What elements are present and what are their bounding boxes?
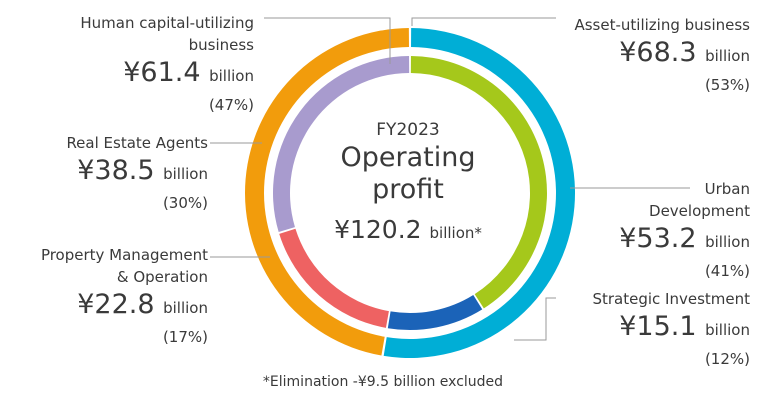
label-strategic-unit: billion	[705, 321, 750, 339]
label-realestate-name: Real Estate Agents	[66, 134, 208, 152]
inner-segment-real-estate-agents	[273, 56, 410, 233]
label-human-name-2: business	[188, 36, 254, 54]
label-strategic-share: (12%)	[704, 350, 750, 368]
label-human-name-1: Human capital-utilizing	[80, 14, 254, 32]
label-asset: Asset-utilizing business ¥68.3 billion (…	[574, 14, 750, 97]
outer-segment-human-capital-utilizing-business	[245, 28, 409, 356]
leader-human	[264, 17, 391, 64]
label-strategic: Strategic Investment ¥15.1 billion (12%)	[592, 288, 750, 371]
inner-segment-urban-development	[410, 56, 547, 309]
label-pm-number: ¥22.8	[77, 289, 155, 320]
label-strategic-number: ¥15.1	[619, 311, 697, 342]
center-value-unit: billion*	[429, 224, 482, 242]
center-title-line2: profit	[372, 174, 444, 205]
label-human-share: (47%)	[208, 96, 254, 114]
center-value: ¥120.2 billion*	[308, 210, 508, 253]
label-urban-name-1: Urban	[704, 180, 750, 198]
label-pm: Property Management & Operation ¥22.8 bi…	[41, 244, 208, 349]
label-strategic-name: Strategic Investment	[592, 290, 750, 308]
label-human-unit: billion	[209, 67, 254, 85]
leader-strategic	[514, 297, 556, 341]
label-realestate-unit: billion	[163, 165, 208, 183]
label-urban-value: ¥53.2 billion	[619, 222, 750, 259]
label-asset-name: Asset-utilizing business	[574, 16, 750, 34]
label-realestate-value: ¥38.5 billion	[66, 154, 208, 191]
label-pm-value: ¥22.8 billion	[41, 288, 208, 325]
label-strategic-value: ¥15.1 billion	[592, 310, 750, 347]
center-title-line1: Operating	[340, 142, 476, 173]
center-label: FY2023 Operating profit ¥120.2 billion*	[308, 118, 508, 253]
label-urban-number: ¥53.2	[619, 223, 697, 254]
inner-segment-strategic-investment	[387, 294, 483, 330]
label-pm-name-1: Property Management	[40, 246, 208, 264]
label-urban-unit: billion	[705, 233, 750, 251]
center-value-number: ¥120.2	[334, 215, 422, 244]
label-realestate-number: ¥38.5	[77, 155, 155, 186]
label-asset-unit: billion	[705, 47, 750, 65]
label-pm-name-2: & Operation	[116, 268, 208, 286]
label-asset-value: ¥68.3 billion	[574, 36, 750, 73]
label-urban: Urban Development ¥53.2 billion (41%)	[619, 178, 750, 283]
label-urban-name-2: Development	[649, 202, 750, 220]
center-year: FY2023	[376, 120, 440, 140]
label-human: Human capital-utilizing business ¥61.4 b…	[80, 12, 254, 117]
label-urban-share: (41%)	[704, 262, 750, 280]
label-human-number: ¥61.4	[123, 57, 201, 88]
label-asset-number: ¥68.3	[619, 37, 697, 68]
label-pm-unit: billion	[163, 299, 208, 317]
footnote: *Elimination -¥9.5 billion excluded	[262, 374, 504, 390]
label-pm-share: (17%)	[162, 328, 208, 346]
inner-segment-property-management-operation	[279, 228, 389, 328]
label-asset-share: (53%)	[704, 76, 750, 94]
leader-asset	[411, 17, 556, 26]
label-human-value: ¥61.4 billion	[80, 56, 254, 93]
label-realestate: Real Estate Agents ¥38.5 billion (30%)	[66, 132, 208, 215]
label-realestate-share: (30%)	[162, 194, 208, 212]
